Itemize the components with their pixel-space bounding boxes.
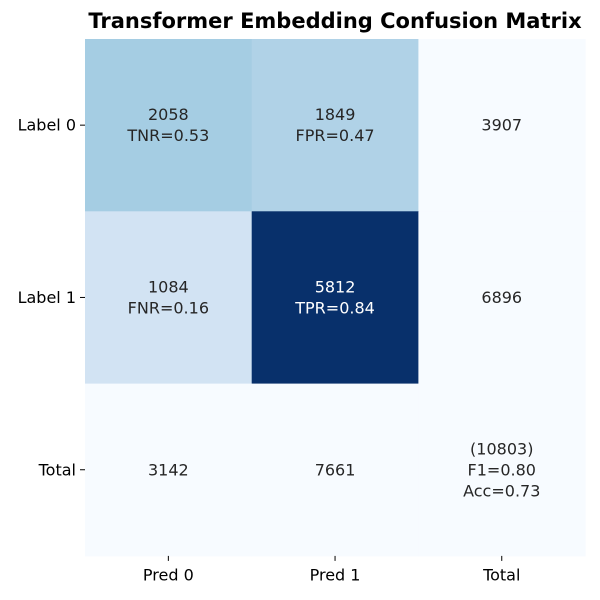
cell-text-label-1-total-line-0: 6896 <box>481 288 522 307</box>
cell-text-label-1-pred-1-line-1: TPR=0.84 <box>294 298 375 317</box>
cell-text-total-total-line-2: Acc=0.73 <box>463 481 540 500</box>
cell-text-total-total-line-1: F1=0.80 <box>468 460 536 479</box>
cell-label-1-pred-1 <box>251 211 419 385</box>
y-tick-label-label-0: Label 0 <box>18 116 76 135</box>
x-tick-label-total: Total <box>482 565 520 584</box>
cell-text-label-1-pred-1-line-0: 5812 <box>315 277 356 296</box>
cell-text-total-pred-0-line-0: 3142 <box>148 460 189 479</box>
chart-title: Transformer Embedding Confusion Matrix <box>88 9 582 33</box>
cell-label-0-pred-0 <box>85 39 253 212</box>
cell-total-pred-1 <box>251 383 419 557</box>
x-tick-label-pred-0: Pred 0 <box>143 565 194 584</box>
cell-total-total <box>418 383 586 557</box>
cell-text-total-pred-1-line-0: 7661 <box>315 460 356 479</box>
y-tick-label-label-1: Label 1 <box>18 288 76 307</box>
cell-text-label-1-pred-0-line-1: FNR=0.16 <box>128 298 209 317</box>
cell-label-1-pred-0 <box>85 211 253 385</box>
y-tick-label-total: Total <box>38 460 76 479</box>
cell-label-0-total <box>418 39 586 212</box>
x-tick-label-pred-1: Pred 1 <box>310 565 361 584</box>
cell-text-total-total-line-0: (10803) <box>470 439 533 458</box>
cell-text-label-0-total-line-0: 3907 <box>481 116 522 135</box>
cell-label-1-total <box>418 211 586 385</box>
cell-text-label-0-pred-1-line-1: FPR=0.47 <box>296 126 375 145</box>
cell-text-label-0-pred-0-line-0: 2058 <box>148 105 189 124</box>
cell-text-label-1-pred-0-line-0: 1084 <box>148 277 189 296</box>
cell-total-pred-0 <box>85 383 253 557</box>
cell-text-label-0-pred-1-line-0: 1849 <box>315 105 356 124</box>
cell-text-label-0-pred-0-line-1: TNR=0.53 <box>126 126 209 145</box>
cell-label-0-pred-1 <box>251 39 419 212</box>
